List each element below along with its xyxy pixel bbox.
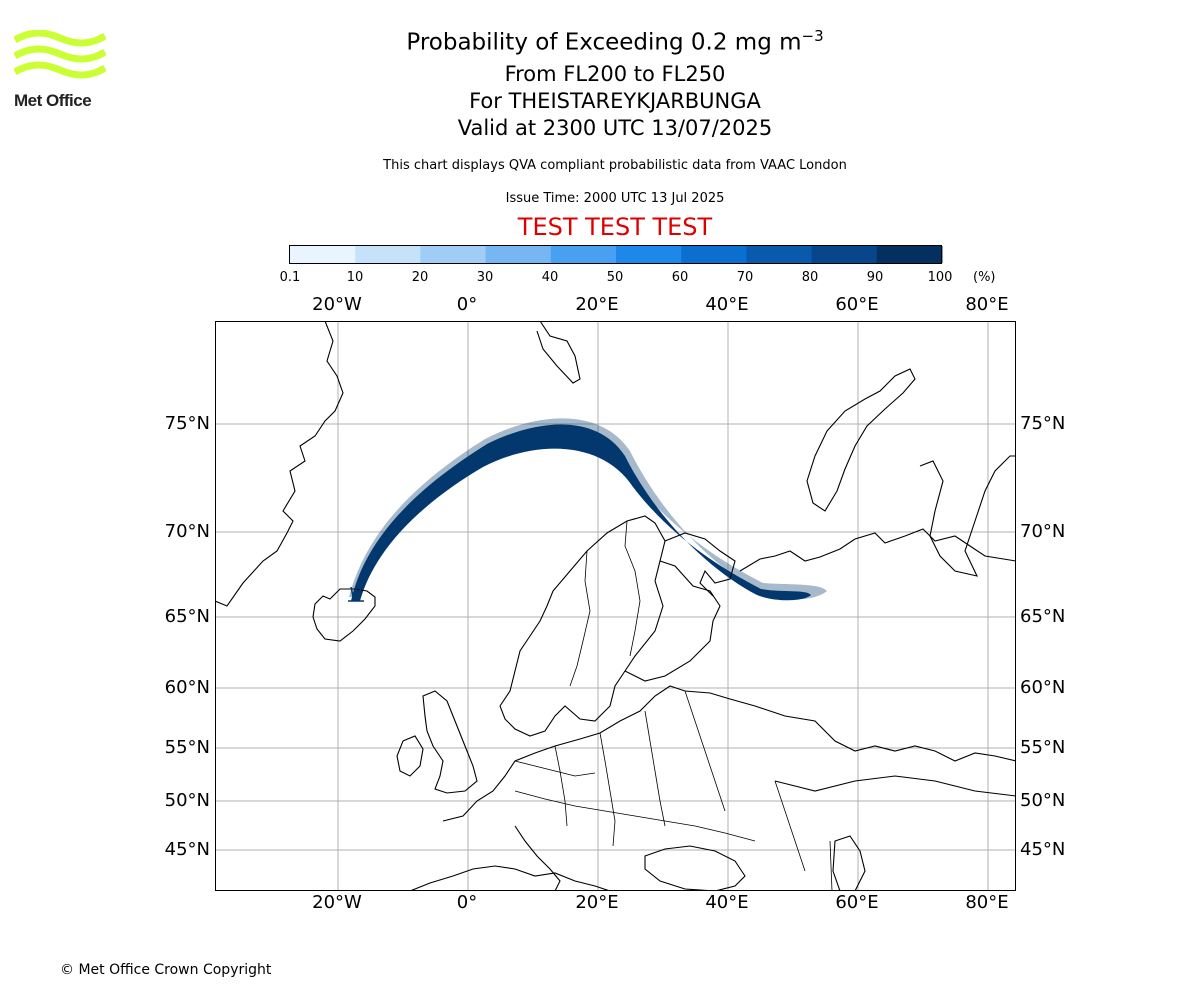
copyright-notice: © Met Office Crown Copyright [60,962,272,978]
yamal-coast [919,455,1016,577]
longitude-label: 80°E [965,294,1009,315]
latitude-label: 65°N [164,606,210,627]
greenland-coast [215,321,344,607]
novaya-zemlya-coast [806,368,916,512]
iceland-coast [312,588,376,642]
colorbar-segment [876,246,943,263]
colorbar-tick-label: 60 [671,270,689,285]
ash-plume [349,418,827,601]
map-panel [215,321,1016,891]
chart-title: Probability of Exceeding 0.2 mg m−3 [0,27,1200,56]
longitude-label: 20°E [575,892,619,913]
latitude-label: 75°N [1020,413,1066,434]
volcano-marker [348,586,364,602]
latitude-label: 70°N [1020,521,1066,542]
asia-coast [774,775,1016,797]
finland-coast [624,560,721,682]
colorbar-tick-label: 80 [801,270,819,285]
longitude-label: 40°E [705,892,749,913]
colorbar-segment [550,246,617,263]
colorbar-tick-label: 20 [411,270,429,285]
probability-colorbar [289,245,943,264]
arctic-russia-coast [739,528,1016,572]
mediterranean-coast [409,865,611,891]
italy-coast [514,825,561,891]
title-exponent: −3 [801,27,824,45]
met-office-logo [14,30,106,79]
latitude-label: 55°N [164,737,210,758]
colorbar-segment [746,246,813,263]
issue-time: Issue Time: 2000 UTC 13 Jul 2025 [505,191,725,206]
ireland-coast [396,735,424,777]
colorbar-segment [811,246,878,263]
chart-description: This chart displays QVA compliant probab… [383,158,847,173]
coastlines [215,321,1016,891]
colorbar-frame [289,245,942,264]
country-borders [514,520,833,891]
longitude-label: 80°E [965,892,1009,913]
caspian-coast [832,835,866,891]
latitude-label: 50°N [164,790,210,811]
black-sea-coast [644,845,746,891]
colorbar-tick-label: 50 [606,270,624,285]
latitude-label: 45°N [1020,839,1066,860]
flight-level-range: From FL200 to FL250 [504,62,726,86]
colorbar-tick-label: 90 [866,270,884,285]
colorbar-unit: (%) [973,270,996,285]
longitude-label: 20°W [312,294,362,315]
met-office-logo-text: Met Office [14,91,92,110]
colorbar-segment [355,246,421,263]
latitude-label: 75°N [164,413,210,434]
latitude-label: 60°N [164,677,210,698]
colorbar-segment [290,246,356,263]
longitude-label: 0° [456,294,478,315]
colorbar-tick-label: 30 [476,270,494,285]
longitude-label: 20°W [312,892,362,913]
latitude-label: 50°N [1020,790,1066,811]
colorbar-segment [681,246,747,263]
longitude-label: 60°E [835,892,879,913]
latitude-label: 45°N [164,839,210,860]
valid-time: Valid at 2300 UTC 13/07/2025 [457,116,773,140]
svalbard-coast [536,321,581,384]
longitude-label: 20°E [575,294,619,315]
colorbar-segment [616,246,682,263]
colorbar-segment [485,246,552,263]
volcano-name: For THEISTAREYKJARBUNGA [469,89,761,113]
kola-coast [664,532,736,597]
longitude-label: 60°E [835,294,879,315]
latitude-label: 70°N [164,521,210,542]
colorbar-tick-label: 0.1 [279,270,301,285]
colorbar-tick-label: 40 [541,270,559,285]
great-britain-coast [422,690,478,794]
latitude-label: 65°N [1020,606,1066,627]
scandinavia-coast [499,515,666,737]
europe-coast [442,685,1016,822]
title-main: Probability of Exceeding 0.2 mg m [406,29,802,56]
gridlines [215,321,1016,891]
colorbar-tick-label: 10 [346,270,364,285]
colorbar-tick-label: 100 [927,270,953,285]
longitude-label: 40°E [705,294,749,315]
latitude-label: 55°N [1020,737,1066,758]
colorbar-tick-label: 70 [736,270,754,285]
latitude-label: 60°N [1020,677,1066,698]
colorbar-segment [420,246,487,263]
map-frame [215,321,1016,891]
test-banner: TEST TEST TEST [517,213,713,241]
longitude-label: 0° [456,892,478,913]
